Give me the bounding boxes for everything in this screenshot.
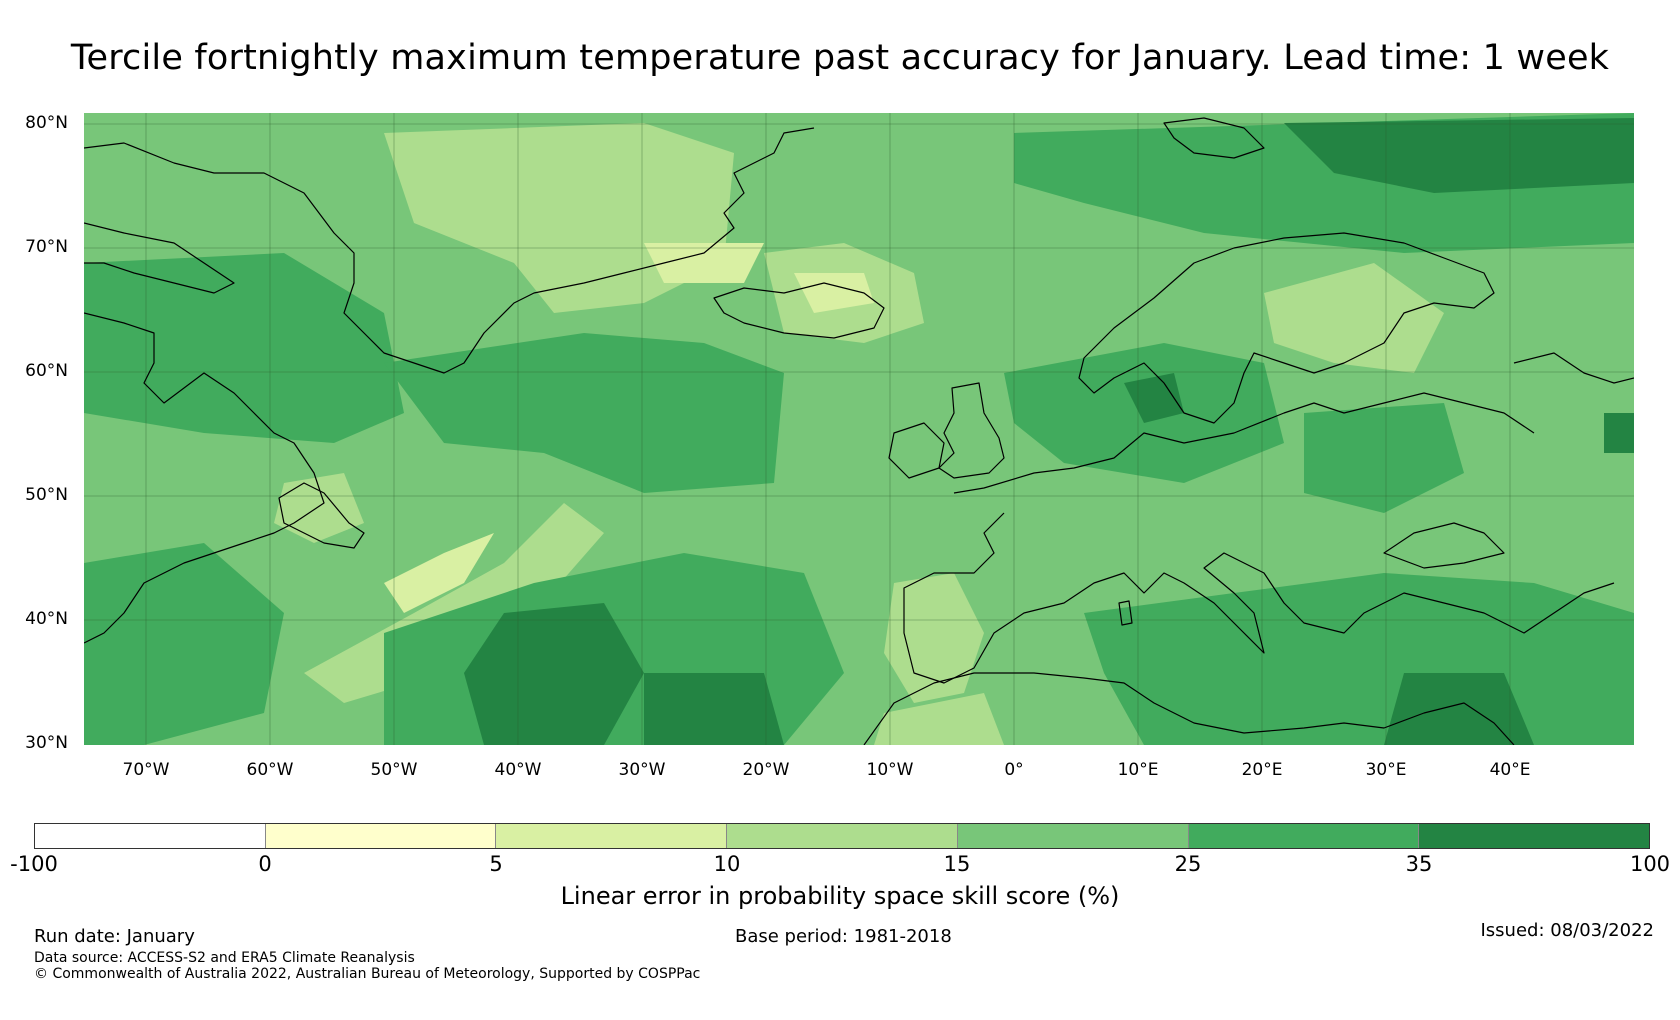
copyright: © Commonwealth of Australia 2022, Austra… — [34, 966, 701, 982]
lat-label-70n: 70°N — [25, 237, 68, 257]
colorbar-tick: 25 — [1174, 852, 1202, 876]
colorbar-tick: 0 — [258, 852, 272, 876]
region-north-atlantic — [384, 333, 784, 493]
colorbar-tick: -100 — [10, 852, 58, 876]
colorbar-seg-10-15 — [727, 824, 958, 848]
lon-label-40w: 40°W — [494, 760, 542, 780]
colorbar-tick: 100 — [1629, 852, 1671, 876]
lon-label-10w: 10°W — [866, 760, 914, 780]
labrador-coast — [84, 312, 325, 644]
region-adriatic-dark — [1604, 413, 1634, 453]
colorbar-label: Linear error in probability space skill … — [560, 882, 1120, 910]
colorbar-seg-15-25 — [957, 824, 1189, 848]
region-barents-dark — [1284, 118, 1634, 193]
colorbar-tick: 5 — [489, 852, 503, 876]
map-title: Tercile fortnightly maximum temperature … — [70, 38, 1610, 78]
lon-label-50w: 50°W — [370, 760, 418, 780]
region-mediterranean — [1084, 573, 1634, 745]
region-greenland-interior — [384, 123, 734, 313]
iceland-coast — [713, 282, 885, 339]
region-finland — [1264, 263, 1444, 373]
region-iceland-core — [794, 273, 874, 313]
region-atlantic-light — [384, 533, 494, 613]
black-sea-coast — [1383, 522, 1505, 569]
lon-label-60w: 60°W — [246, 760, 294, 780]
lon-label-30w: 30°W — [618, 760, 666, 780]
colorbar-tick: 35 — [1405, 852, 1433, 876]
lon-label-40e: 40°E — [1489, 760, 1531, 780]
lat-label-80n: 80°N — [25, 113, 68, 133]
colorbar-seg-25-35 — [1188, 824, 1420, 848]
region-east-europe — [1304, 403, 1464, 513]
colorbar-tick: 10 — [713, 852, 741, 876]
iberia-coast — [903, 512, 1615, 684]
greenland-coast — [84, 127, 815, 374]
region-atlantic-band — [304, 503, 604, 703]
map-canvas — [84, 113, 1634, 745]
lon-label-20e: 20°E — [1241, 760, 1283, 780]
britain-coast — [938, 382, 1005, 479]
lat-label-50n: 50°N — [25, 485, 68, 505]
lat-label-60n: 60°N — [25, 361, 68, 381]
corsica-coast — [1118, 600, 1133, 626]
colorbar-seg-35-100 — [1419, 824, 1650, 848]
lat-label-30n: 30°N — [25, 733, 68, 753]
coastlines — [84, 117, 1634, 745]
region-west-atlantic — [84, 543, 284, 745]
issued-date: Issued: 08/03/2022 — [1480, 920, 1654, 941]
lon-label-70w: 70°W — [122, 760, 170, 780]
skill-regions — [84, 113, 1634, 745]
scandinavia-coast — [1078, 232, 1495, 424]
colorbar-seg-5-10 — [496, 824, 728, 848]
colorbar — [34, 823, 1650, 849]
europe-coast — [953, 392, 1535, 494]
lon-label-30e: 30°E — [1365, 760, 1407, 780]
russia-arctic-coast — [1513, 352, 1634, 384]
lon-label-10e: 10°E — [1117, 760, 1159, 780]
colorbar-seg-0-5 — [265, 824, 497, 848]
lon-label-0: 0° — [1004, 760, 1024, 780]
graticule — [84, 113, 1634, 745]
skill-score-map — [84, 113, 1634, 745]
svalbard-coast — [1163, 117, 1265, 159]
region-iberia — [884, 573, 984, 703]
ireland-coast — [888, 422, 945, 479]
colorbar-seg-neg100-0 — [35, 824, 266, 848]
data-source: Data source: ACCESS-S2 and ERA5 Climate … — [34, 950, 415, 966]
colorbar-tick: 15 — [943, 852, 971, 876]
baffin-coast — [84, 222, 235, 294]
region-levant-dark — [1384, 673, 1534, 745]
region-newfoundland — [274, 473, 364, 543]
region-baltic-dark — [1124, 373, 1184, 423]
north-africa-coast — [863, 672, 1515, 745]
region-labrador — [84, 253, 404, 443]
lat-label-40n: 40°N — [25, 609, 68, 629]
region-atlantic-dark — [464, 603, 644, 745]
run-date: Run date: January — [34, 926, 195, 947]
newfoundland-coast — [278, 482, 365, 549]
region-north-africa — [874, 693, 1004, 745]
lon-label-20w: 20°W — [742, 760, 790, 780]
region-greenland-east — [644, 243, 764, 283]
region-africa-dark — [644, 673, 784, 745]
base-period: Base period: 1981-2018 — [735, 926, 952, 947]
